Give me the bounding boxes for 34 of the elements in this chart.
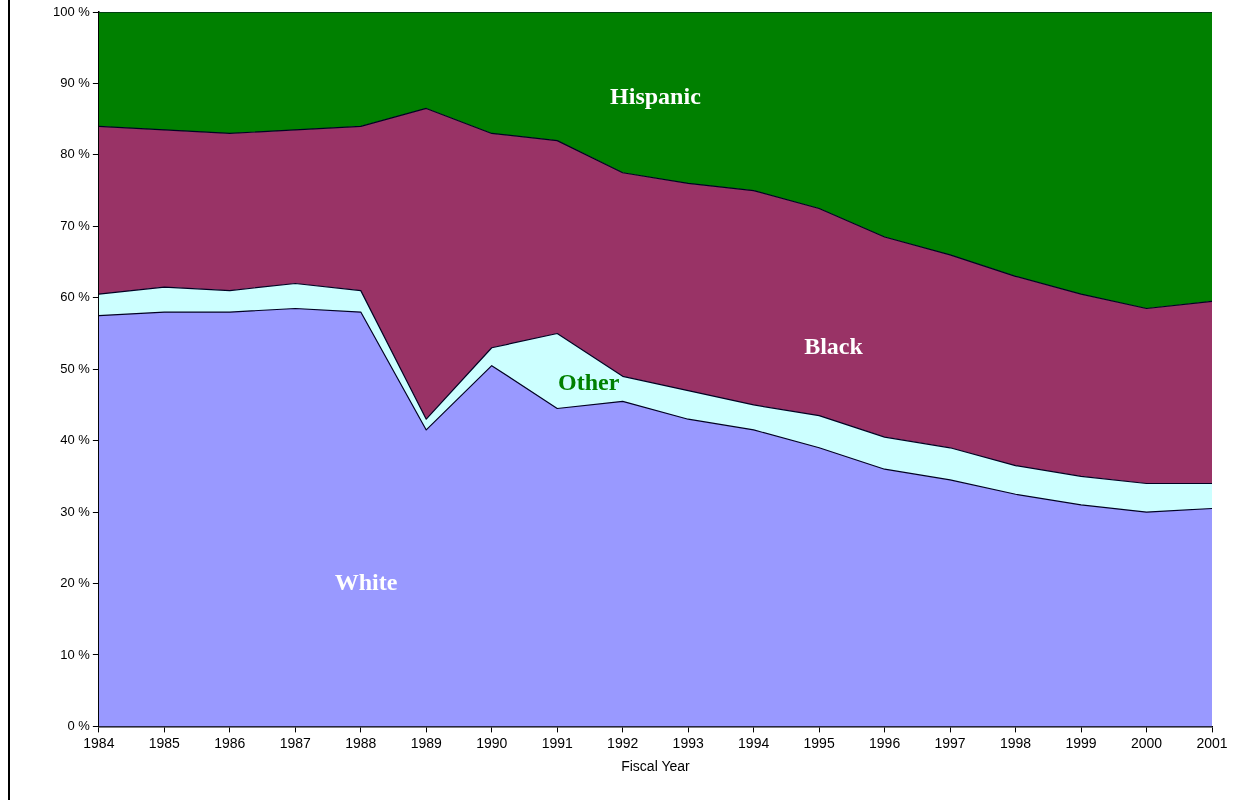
x-tick-label: 1986 [214, 734, 246, 751]
series-label: Other [557, 368, 620, 395]
y-tick-label: 50 % [60, 360, 91, 376]
y-tick-label: 60 % [60, 289, 91, 305]
x-tick-label: 1993 [672, 734, 704, 751]
y-tick-label: 0 % [67, 717, 91, 733]
x-tick-label: 1988 [345, 734, 377, 751]
x-axis-title: Fiscal Year [621, 758, 691, 775]
x-tick-label: 1996 [869, 734, 901, 751]
series-label: White [334, 568, 398, 595]
x-tick-label: 1987 [279, 734, 312, 751]
series-label: Black [804, 332, 864, 359]
y-tick-label: 30 % [60, 503, 91, 519]
x-tick-label: 1990 [476, 734, 508, 751]
x-tick-label: 2001 [1196, 734, 1228, 751]
y-tick-label: 100 % [52, 3, 91, 19]
y-tick-label: 70 % [60, 217, 91, 233]
x-tick-label: 1991 [541, 734, 573, 751]
y-tick-label: 20 % [60, 575, 91, 591]
x-tick-label: 1984 [83, 734, 115, 751]
x-tick-label: 1994 [738, 734, 770, 751]
x-tick-label: 1985 [148, 734, 181, 751]
x-tick-label: 1997 [934, 734, 966, 751]
x-tick-label: 2000 [1130, 734, 1163, 751]
x-tick-label: 1995 [803, 734, 835, 751]
y-tick-label: 40 % [60, 432, 91, 448]
y-tick-label: 80 % [60, 146, 91, 162]
x-tick-label: 1998 [999, 734, 1032, 751]
x-tick-label: 1992 [607, 734, 639, 751]
series-label: Hispanic [610, 82, 702, 109]
y-tick-label: 10 % [60, 646, 91, 662]
y-tick-label: 90 % [60, 75, 91, 91]
x-tick-label: 1999 [1065, 734, 1097, 751]
x-tick-label: 1989 [410, 734, 443, 751]
